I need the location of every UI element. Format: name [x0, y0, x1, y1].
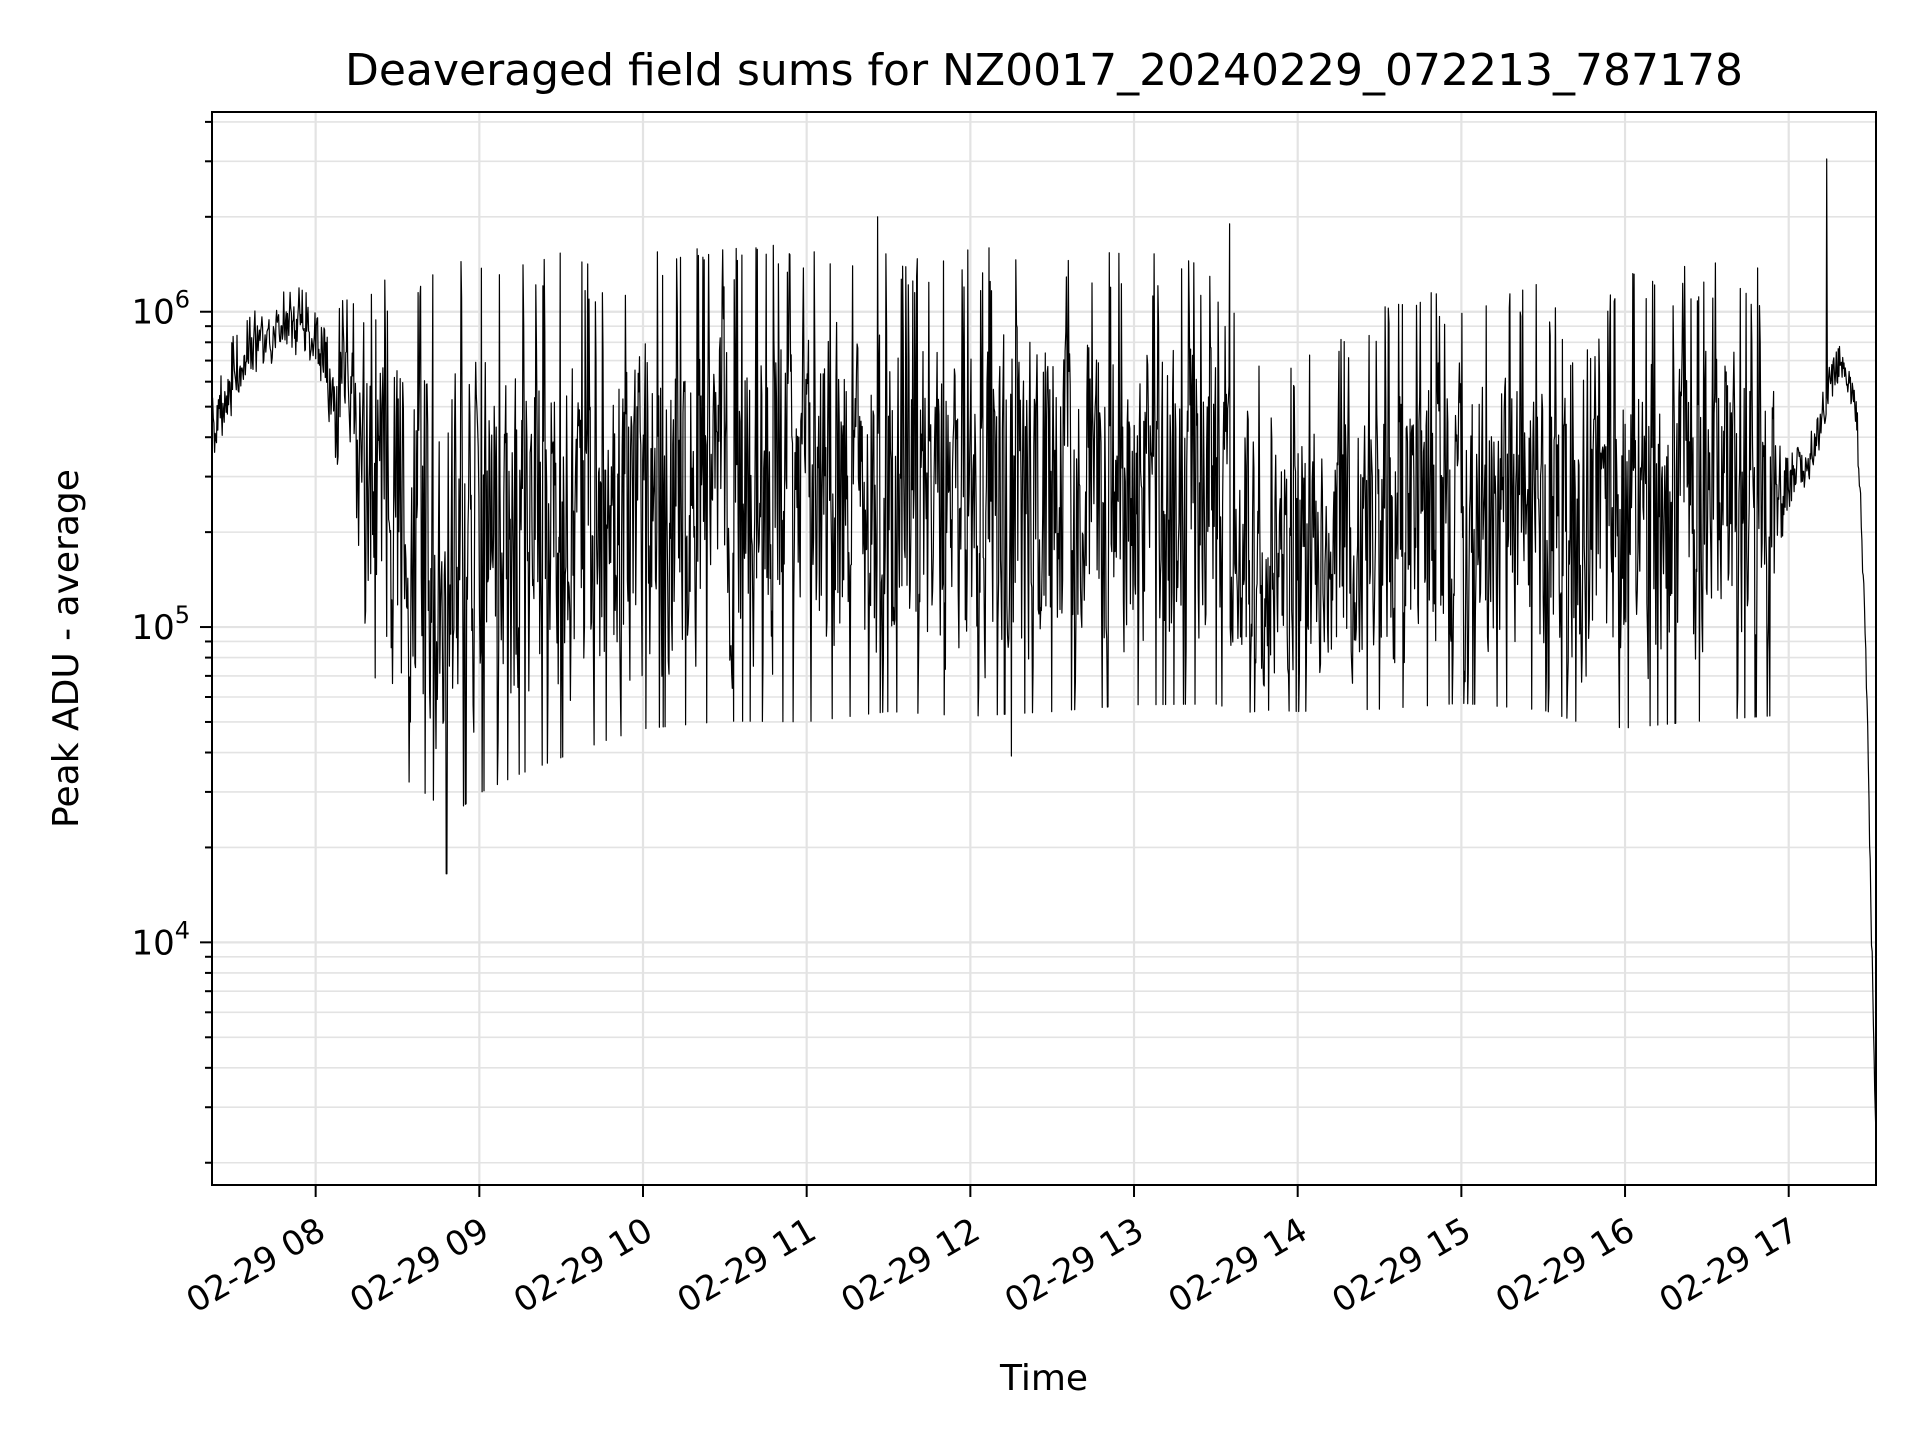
y-tick-label-base: 10 — [131, 608, 174, 648]
series-line — [211, 158, 1877, 1138]
y-tick-label-exponent: 6 — [175, 286, 190, 314]
y-tick-label: 105 — [131, 601, 190, 648]
x-axis-label: Time — [999, 1358, 1088, 1399]
chart-title: Deaveraged field sums for NZ0017_2024022… — [345, 45, 1743, 96]
y-tick-label-exponent: 5 — [175, 601, 190, 629]
y-tick-label-base: 10 — [131, 923, 174, 963]
y-tick-label: 106 — [131, 286, 190, 333]
y-tick-label-base: 10 — [131, 293, 174, 333]
series-line-group — [211, 158, 1877, 1138]
plot-frame — [211, 111, 1877, 1186]
y-tick-label-exponent: 4 — [175, 916, 190, 944]
y-axis-label: Peak ADU - average — [46, 469, 87, 828]
y-tick-label: 104 — [131, 916, 190, 963]
